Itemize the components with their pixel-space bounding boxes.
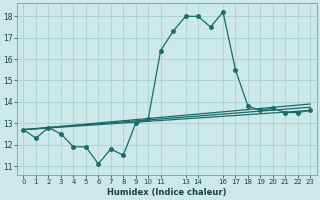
X-axis label: Humidex (Indice chaleur): Humidex (Indice chaleur)	[107, 188, 227, 197]
